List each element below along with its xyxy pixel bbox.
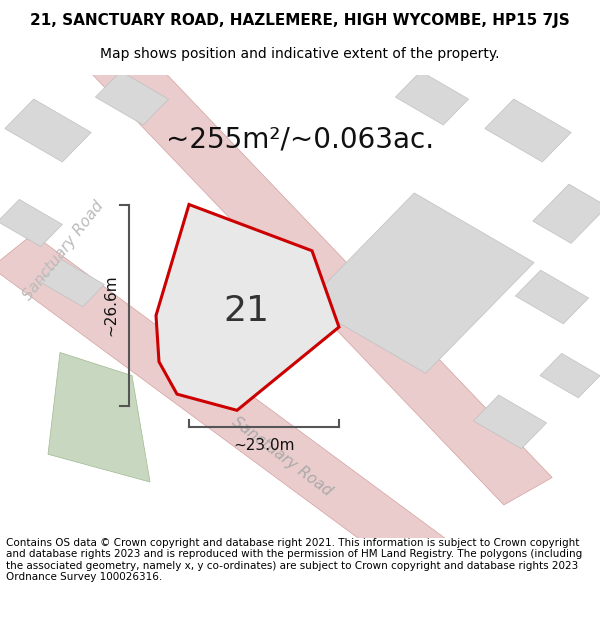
Text: Map shows position and indicative extent of the property.: Map shows position and indicative extent… <box>100 47 500 61</box>
Text: ~255m²/~0.063ac.: ~255m²/~0.063ac. <box>166 126 434 154</box>
Text: ~23.0m: ~23.0m <box>233 438 295 452</box>
Polygon shape <box>40 259 104 307</box>
Polygon shape <box>473 395 547 449</box>
Polygon shape <box>540 353 600 398</box>
Polygon shape <box>5 99 91 162</box>
Text: 21: 21 <box>223 294 269 328</box>
Polygon shape <box>395 71 469 125</box>
Polygon shape <box>95 71 169 125</box>
Text: Sanctuary Road: Sanctuary Road <box>20 198 106 303</box>
Polygon shape <box>485 99 571 162</box>
Text: Contains OS data © Crown copyright and database right 2021. This information is : Contains OS data © Crown copyright and d… <box>6 538 582 582</box>
Polygon shape <box>156 204 339 410</box>
Polygon shape <box>0 234 453 578</box>
Text: 21, SANCTUARY ROAD, HAZLEMERE, HIGH WYCOMBE, HP15 7JS: 21, SANCTUARY ROAD, HAZLEMERE, HIGH WYCO… <box>30 14 570 29</box>
Polygon shape <box>515 270 589 324</box>
Polygon shape <box>306 193 534 373</box>
Text: Sanctuary Road: Sanctuary Road <box>229 414 335 499</box>
Polygon shape <box>533 184 600 243</box>
Polygon shape <box>84 38 552 505</box>
Text: ~26.6m: ~26.6m <box>104 274 119 336</box>
Polygon shape <box>48 352 150 482</box>
Polygon shape <box>0 199 62 247</box>
